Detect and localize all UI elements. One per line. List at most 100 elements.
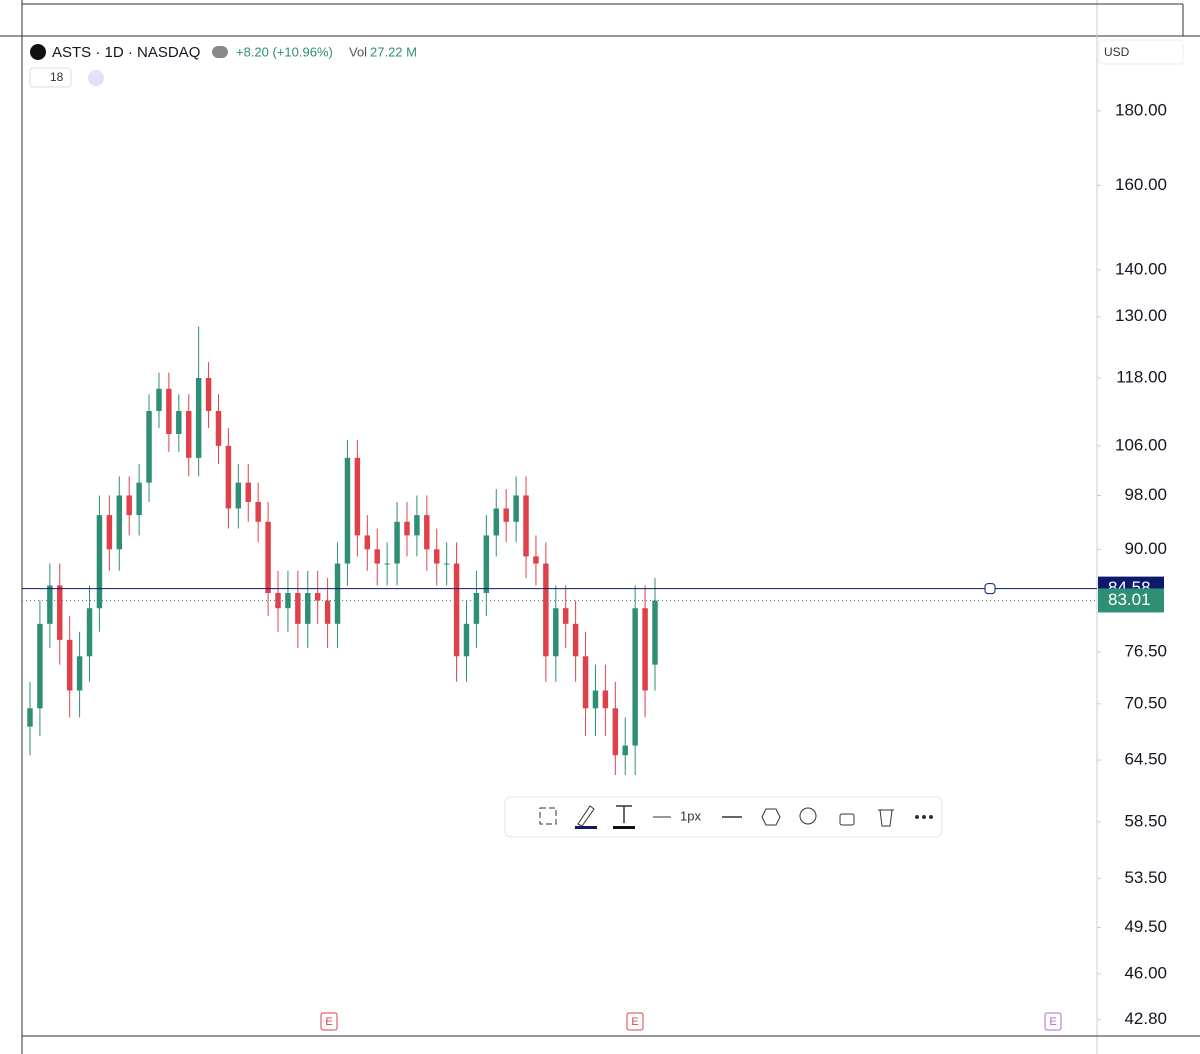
candle-body (324, 600, 331, 624)
y-tick-label: 76.50 (1124, 642, 1167, 661)
candle-body (632, 608, 638, 746)
candle-body (434, 549, 440, 564)
candle-body (156, 388, 162, 411)
candle-body (314, 592, 321, 601)
candle-body (126, 495, 132, 516)
pen-icon[interactable] (577, 805, 595, 827)
candle-body (553, 608, 559, 657)
candle-body (523, 495, 529, 557)
candle-body (493, 508, 499, 536)
y-tick-label: 106.00 (1115, 435, 1167, 454)
candle-body (76, 656, 83, 691)
candle-body (47, 585, 53, 624)
y-tick-label: 58.50 (1124, 811, 1167, 830)
last-price-label: 83.01 (1108, 590, 1151, 609)
currency-select[interactable] (1098, 39, 1184, 65)
event-marker[interactable] (626, 1012, 644, 1031)
line-handle[interactable] (984, 583, 996, 595)
volume: 27.22 M (370, 44, 417, 59)
candle-body (503, 508, 509, 522)
y-tick-label: 118.00 (1116, 367, 1167, 386)
candle-body (572, 623, 579, 657)
candle-body (334, 563, 341, 624)
sync-icon[interactable] (88, 70, 104, 86)
y-tick-label: 70.50 (1124, 693, 1167, 712)
candle-body (166, 388, 172, 434)
candle-body (354, 457, 361, 536)
candle-body (414, 515, 420, 536)
candle-body (305, 592, 311, 624)
y-tick-label: 64.50 (1124, 750, 1167, 769)
indicator-toggle[interactable] (29, 67, 72, 88)
event-label: E (1049, 1016, 1056, 1028)
plot-area: 180.00 160.00 140.00 130.00 118.00 106.00 98.0… (22, 100, 1167, 1031)
candle-body (533, 556, 539, 564)
candle-body (513, 495, 519, 522)
candle-body (592, 690, 599, 709)
candle-body (602, 690, 609, 709)
alert-icon[interactable] (799, 807, 817, 825)
candle-body (265, 521, 271, 593)
candle-body (225, 445, 232, 509)
volume-label: Vol (349, 44, 367, 59)
more-icon[interactable] (915, 815, 933, 819)
candle-body (215, 410, 222, 446)
line-color[interactable] (575, 826, 597, 829)
candle-body (463, 623, 470, 657)
event-marker[interactable] (320, 1012, 338, 1031)
candle-body (235, 482, 242, 509)
candle-body (543, 563, 549, 657)
indicator-count: 18 (50, 70, 64, 84)
y-tick-label: 42.80 (1124, 1009, 1167, 1028)
y-tick-label: 130.00 (1115, 306, 1167, 325)
lock-icon[interactable] (839, 813, 855, 826)
candle-body (374, 549, 380, 564)
text-color[interactable] (613, 826, 635, 829)
change: +8.20 (+10.96%) (236, 44, 333, 59)
delete-icon[interactable] (878, 809, 894, 827)
candle-body (195, 377, 202, 458)
candle-body (562, 608, 569, 624)
candle-body (424, 515, 430, 550)
candle-body (136, 482, 142, 516)
candle-body (86, 608, 93, 657)
candle-body (344, 457, 351, 564)
candle-body (394, 521, 400, 564)
candle-body (295, 592, 301, 624)
drawing-toolbar: 1px (504, 796, 943, 838)
settings-icon[interactable] (761, 808, 781, 826)
y-tick-label: 46.00 (1124, 963, 1167, 982)
event-marker[interactable] (1044, 1012, 1062, 1031)
y-tick-label: 140.00 (1115, 259, 1167, 278)
candle-body (364, 535, 371, 550)
status-pill (212, 46, 228, 58)
candle-body (96, 515, 103, 609)
candle-body (404, 521, 410, 536)
text-icon[interactable] (616, 805, 632, 823)
candle-body (106, 515, 113, 550)
candle-body (285, 592, 291, 609)
candle-body (176, 410, 182, 434)
event-label: E (631, 1016, 638, 1028)
candle-body (255, 501, 261, 522)
y-tick-label: 160.00 (1115, 175, 1167, 194)
candle-body (473, 592, 480, 624)
candle-body (642, 608, 648, 691)
candle-body (37, 623, 43, 709)
candle-body (27, 708, 33, 727)
y-tick-label: 53.50 (1124, 868, 1167, 887)
candle-body (186, 410, 192, 458)
currency: USD (1104, 45, 1130, 59)
template-icon[interactable] (539, 807, 557, 825)
candle-body (453, 563, 460, 657)
symbol-title: ASTS · 1D · NASDAQ (52, 44, 200, 61)
line-width: 1px (680, 808, 701, 823)
candle-body (622, 745, 628, 756)
last-price-bg (1098, 588, 1164, 613)
y-tick-label: 180.00 (1115, 100, 1167, 119)
candle-body (443, 563, 450, 565)
candle-body (612, 708, 619, 756)
candle-body (146, 410, 152, 483)
